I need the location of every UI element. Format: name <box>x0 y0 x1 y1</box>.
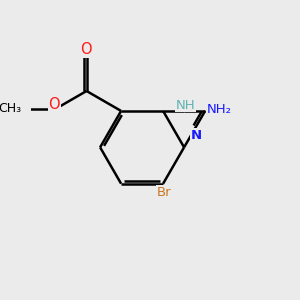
Text: O: O <box>80 42 92 57</box>
Text: N: N <box>190 128 202 142</box>
Text: O: O <box>49 97 60 112</box>
Text: Br: Br <box>156 186 171 199</box>
Text: NH₂: NH₂ <box>207 103 232 116</box>
Text: NH: NH <box>176 98 195 112</box>
Text: CH₃: CH₃ <box>0 102 21 115</box>
